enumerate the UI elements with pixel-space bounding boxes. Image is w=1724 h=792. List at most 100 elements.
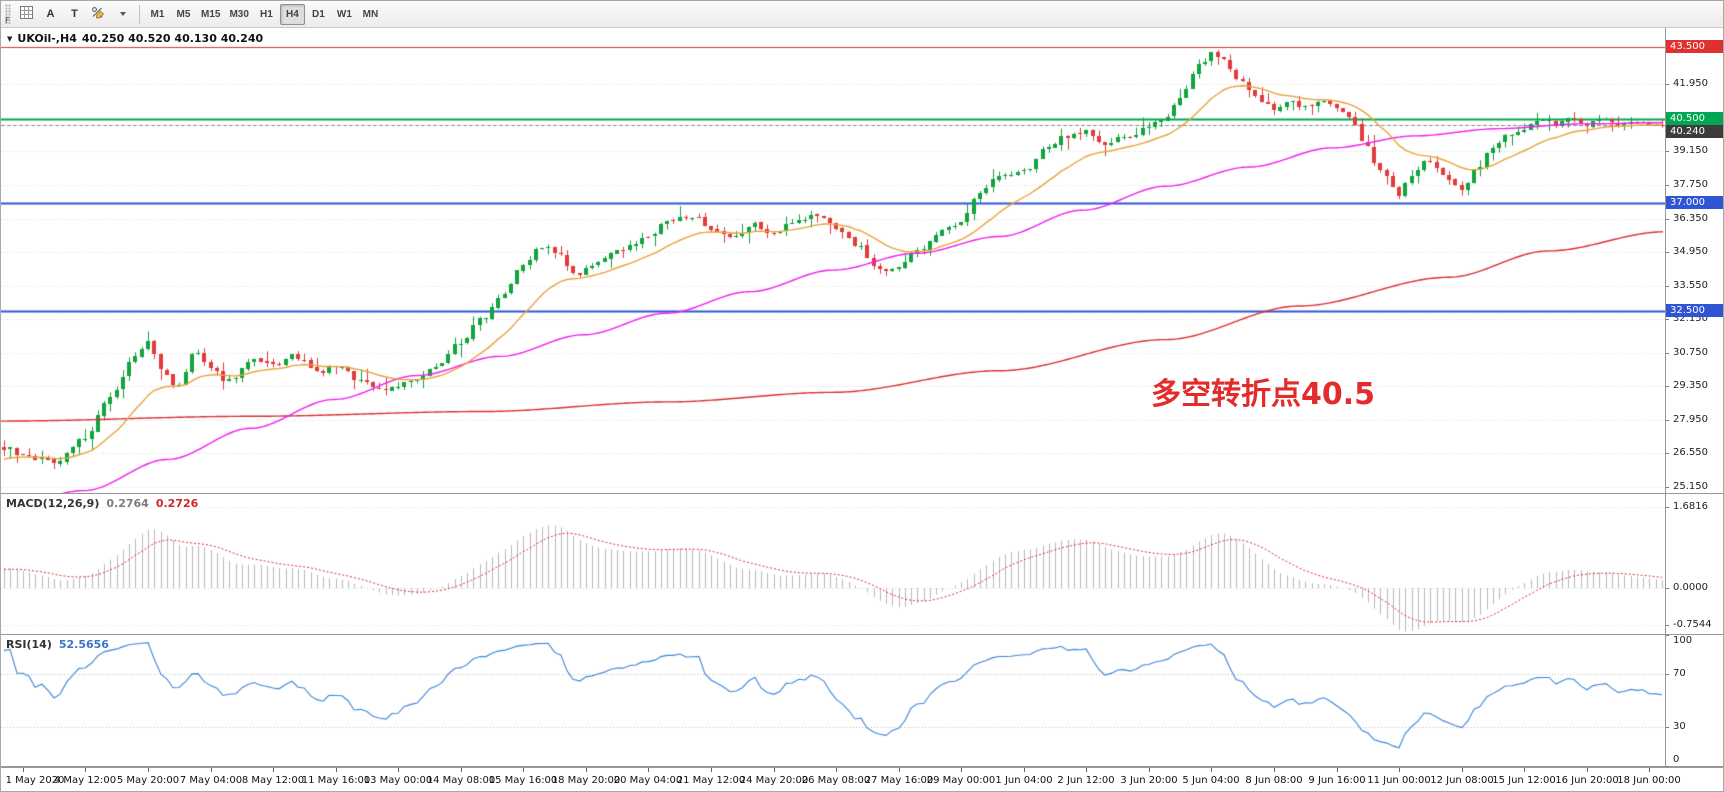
time-label: 15 May 16:00 [488, 775, 558, 786]
timeframe-toolbar: M1 M5 M15 M30 H1 H4 D1 W1 MN [145, 3, 383, 25]
time-label: 2 Jun 12:00 [1057, 775, 1115, 786]
time-label: 1 May 2020 [5, 775, 65, 786]
chart-title: ▼ UKOil-,H4 40.250 40.520 40.130 40.240 [7, 32, 263, 45]
time-label: 18 May 20:00 [551, 775, 621, 786]
time-label: 13 May 00:00 [363, 775, 433, 786]
rsi-axis-label: 70 [1673, 668, 1686, 679]
time-label: 15 Jun 12:00 [1492, 775, 1556, 786]
time-label: 9 Jun 16:00 [1308, 775, 1366, 786]
timeframe-m30-button[interactable]: M30 [225, 4, 252, 25]
axis-tick-mark [1666, 453, 1669, 454]
macd-name: MACD(12,26,9) [6, 497, 100, 510]
rsi-panel: RSI(14) 52.5656 100 70 30 0 [1, 635, 1723, 767]
timeframe-d1-button[interactable]: D1 [306, 4, 331, 25]
timeframe-m5-button[interactable]: M5 [171, 4, 196, 25]
time-tick-mark [1524, 768, 1525, 772]
toolbar-separator [139, 4, 140, 24]
axis-tick-mark [1666, 84, 1669, 85]
price-tick-label: 30.750 [1673, 347, 1708, 358]
time-tick-mark [148, 768, 149, 772]
time-label: 27 May 16:00 [864, 775, 934, 786]
axis-tick-mark [1666, 151, 1669, 152]
macd-panel: MACD(12,26,9) 0.2764 0.2726 1.6816 0.0000… [1, 494, 1723, 635]
price-tick-label: 27.950 [1673, 414, 1708, 425]
time-label: 11 Jun 00:00 [1367, 775, 1431, 786]
current-price-badge: 40.240 [1666, 125, 1723, 138]
price-tick-label: 29.350 [1673, 380, 1708, 391]
rsi-axis[interactable]: 100 70 30 0 [1665, 635, 1723, 767]
price-tick-label: 32.150 [1673, 313, 1708, 324]
timeframe-m1-button[interactable]: M1 [145, 4, 170, 25]
chart-grid-button[interactable] [15, 4, 38, 25]
axis-tick-mark [1666, 625, 1669, 626]
chart-annotation-text: 多空转折点40.5 [1151, 377, 1376, 412]
percent-tool-button[interactable] [87, 4, 110, 25]
time-tick-mark [774, 768, 775, 772]
chevron-down-icon [119, 12, 126, 16]
time-label: 21 May 12:00 [676, 775, 746, 786]
text-tool-button[interactable]: T [63, 4, 86, 25]
macd-canvas[interactable] [1, 494, 1665, 634]
toolbar-drag-handle[interactable] [5, 4, 11, 24]
axis-tick-mark [1666, 674, 1669, 675]
percent-pencil-icon [91, 6, 106, 22]
time-label: 12 Jun 08:00 [1430, 775, 1494, 786]
timeframe-mn-button[interactable]: MN [358, 4, 383, 25]
time-tick-mark [648, 768, 649, 772]
timeframe-m15-button[interactable]: M15 [197, 4, 224, 25]
timeframe-w1-button[interactable]: W1 [332, 4, 357, 25]
macd-axis[interactable]: 1.6816 0.0000 -0.7544 [1665, 494, 1723, 634]
time-label: 1 Jun 04:00 [995, 775, 1053, 786]
axis-tick-mark [1666, 219, 1669, 220]
price-axis[interactable]: 41.950 39.150 37.750 36.350 34.950 33.550 32.1… [1665, 28, 1723, 493]
time-tick-mark [899, 768, 900, 772]
rsi-canvas[interactable] [1, 635, 1665, 766]
time-tick-mark [523, 768, 524, 772]
price-chart-canvas[interactable] [1, 28, 1665, 493]
time-label: 7 May 04:00 [179, 775, 243, 786]
chart-symbol-label: UKOil-,H4 [17, 32, 77, 45]
rsi-name: RSI(14) [6, 638, 52, 651]
axis-tick-mark [1666, 286, 1669, 287]
chart-ohlc-values: 40.250 40.520 40.130 40.240 [81, 32, 264, 45]
arrow-tool-button[interactable]: A [39, 4, 62, 25]
axis-tick-mark [1666, 420, 1669, 421]
macd-value-signal: 0.2726 [155, 497, 199, 510]
timeframe-h4-button[interactable]: H4 [279, 3, 305, 25]
time-label: 8 Jun 08:00 [1245, 775, 1303, 786]
timeframe-h1-button[interactable]: H1 [254, 4, 279, 25]
time-tick-mark [211, 768, 212, 772]
time-label: 14 May 08:00 [426, 775, 496, 786]
time-tick-mark [1274, 768, 1275, 772]
tool-dropdown-button[interactable] [111, 4, 134, 25]
price-tick-label: 37.750 [1673, 179, 1708, 190]
time-label: 4 May 12:00 [53, 775, 117, 786]
price-tick-label: 25.150 [1673, 481, 1708, 492]
time-label: 16 Jun 20:00 [1555, 775, 1619, 786]
price-level-badge: 40.500 [1666, 112, 1723, 125]
time-tick-mark [1462, 768, 1463, 772]
rsi-axis-label: 100 [1673, 635, 1693, 646]
time-label: 18 Jun 00:00 [1617, 775, 1681, 786]
time-label: 29 May 00:00 [926, 775, 996, 786]
price-tick-label: 39.150 [1673, 145, 1708, 156]
time-label: 3 Jun 20:00 [1120, 775, 1178, 786]
time-tick-mark [85, 768, 86, 772]
price-chart-panel: ▼ UKOil-,H4 40.250 40.520 40.130 40.240 … [1, 28, 1723, 494]
price-tick-label: 26.550 [1673, 447, 1708, 458]
toolbar-corner-label: F [5, 16, 10, 25]
axis-tick-mark [1666, 766, 1669, 767]
axis-tick-mark [1666, 252, 1669, 253]
time-tick-mark [961, 768, 962, 772]
chart-dropdown-icon[interactable]: ▼ [7, 34, 13, 43]
time-tick-mark [1086, 768, 1087, 772]
rsi-value: 52.5656 [58, 638, 109, 651]
time-axis[interactable]: 1 May 2020 4 May 12:00 5 May 20:00 7 May 04… [1, 767, 1723, 791]
time-tick-mark [586, 768, 587, 772]
macd-axis-label: -0.7544 [1673, 619, 1712, 630]
time-tick-mark [1211, 768, 1212, 772]
time-label: 24 May 20:00 [739, 775, 809, 786]
time-label: 20 May 04:00 [613, 775, 683, 786]
time-tick-mark [273, 768, 274, 772]
